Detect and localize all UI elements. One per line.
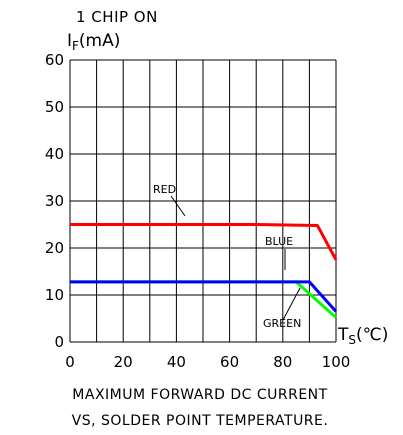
series-label-red: RED [153,183,176,196]
x-tick-label: 0 [65,353,75,371]
caption-line-1: MAXIMUM FORWARD DC CURRENT [72,387,327,403]
y-tick-label: 40 [45,145,64,163]
y-tick-label: 0 [54,333,64,351]
series-label-green: GREEN [263,317,301,330]
series-line-blue [70,280,338,313]
x-tick-label: 40 [167,353,186,371]
y-tick-label: 10 [45,286,64,304]
annotation-leader [170,195,186,217]
y-tick-label: 60 [45,51,64,69]
y-tick-label: 20 [45,239,64,257]
caption-line-2: VS, SOLDER POINT TEMPERATURE. [72,413,329,429]
x-tick-label: 100 [322,353,351,371]
annotation-leaders [170,195,301,321]
series-line-red [70,223,338,261]
y-axis-label: IF(mA) [67,31,120,53]
y-tick-label: 50 [45,98,64,116]
x-tick-label: 80 [273,353,292,371]
x-tick-labels: 0 20 40 60 80 100 [65,353,350,371]
y-tick-label: 30 [45,192,64,210]
chart-header: 1 CHIP ON [76,8,158,26]
x-tick-label: 60 [220,353,239,371]
x-axis-label: TS(℃) [337,325,388,347]
grid [69,59,337,343]
annotation-leader [282,287,301,321]
series-label-blue: BLUE [265,235,293,248]
y-tick-labels: 0 10 20 30 40 50 60 [45,51,64,351]
x-tick-label: 20 [114,353,133,371]
series-lines [70,223,338,319]
